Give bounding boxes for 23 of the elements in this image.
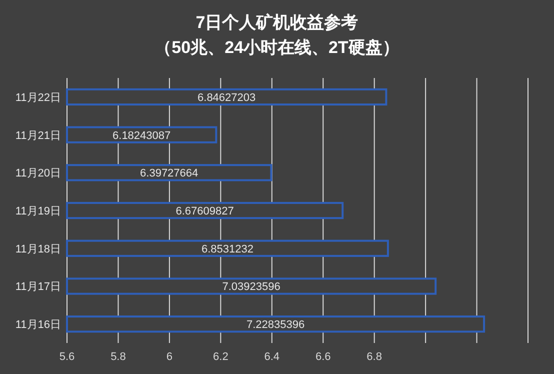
data-label: 6.84627203 (198, 92, 256, 104)
x-tick-label: 6.4 (264, 351, 280, 363)
x-tick-label: 6.2 (213, 351, 228, 363)
data-label: 7.03923596 (222, 281, 280, 294)
x-tick-label: 6.6 (315, 351, 331, 363)
y-tick-label: 11月22日 (15, 92, 61, 104)
x-tick-label: 5.6 (59, 351, 75, 363)
data-label: 6.18243087 (112, 130, 171, 142)
data-label: 7.22835396 (246, 319, 305, 332)
x-tick-label: 6.8 (366, 351, 382, 363)
y-tick-label: 11月18日 (15, 243, 61, 256)
x-tick-label: 6 (166, 351, 173, 363)
data-label: 6.67609827 (176, 206, 234, 218)
y-tick-label: 11月16日 (15, 319, 61, 332)
chart-subtitle: （50兆、24小时在线、2T硬盘） (154, 38, 400, 57)
data-label: 6.39727664 (140, 168, 198, 180)
y-tick-label: 11月19日 (15, 206, 61, 218)
x-tick-label: 5.8 (110, 351, 126, 363)
y-tick-label: 11月20日 (15, 168, 61, 180)
data-label: 6.8531232 (201, 243, 254, 256)
y-tick-label: 11月17日 (15, 281, 61, 294)
y-tick-label: 11月21日 (15, 130, 61, 142)
chart-title: 7日个人矿机收益参考 (196, 13, 358, 32)
